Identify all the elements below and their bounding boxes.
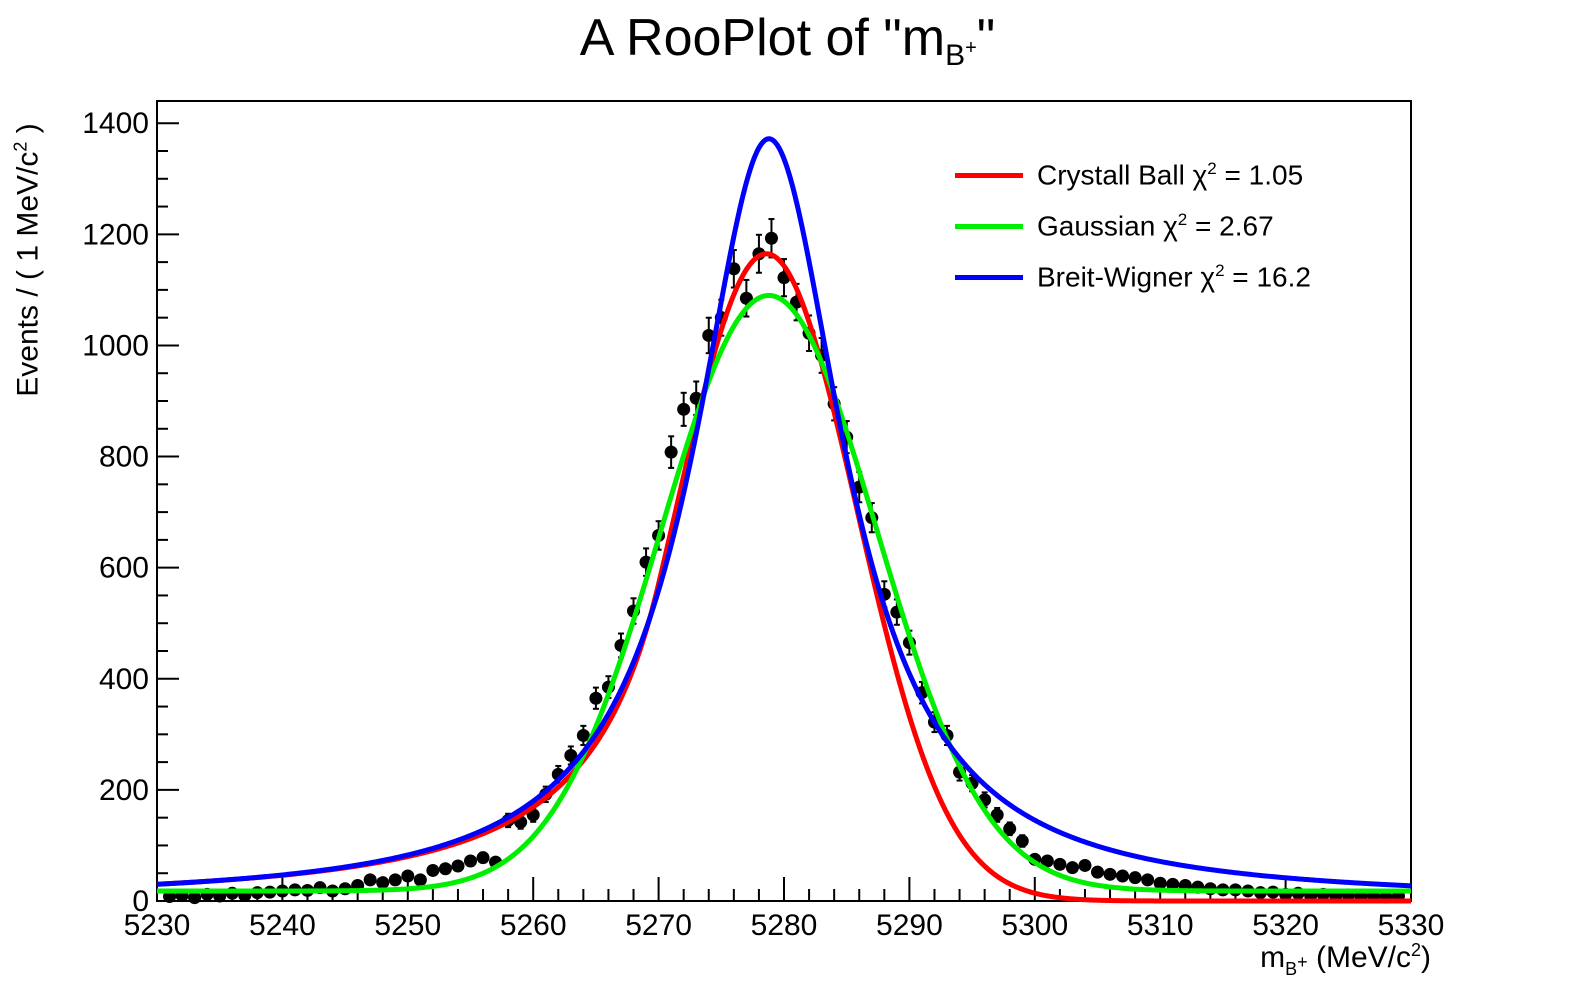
data-point [1116, 869, 1130, 883]
legend-chi2-value: = 2.67 [1187, 210, 1274, 242]
y-tick-label: 1200 [82, 218, 149, 251]
fit-curve-breitwigner [155, 136, 1413, 889]
legend-swatch-crystal-ball [955, 173, 1023, 178]
data-point [739, 291, 753, 305]
x-tick-label: 5240 [249, 909, 316, 942]
xlabel-close: ) [1421, 941, 1431, 974]
x-tick-label: 5330 [1378, 909, 1445, 942]
data-point [1040, 854, 1054, 868]
y-tick-label: 400 [99, 663, 149, 696]
data-point [1153, 876, 1167, 890]
x-axis-label: mB+ (MeV/c2) [1260, 940, 1431, 980]
y-tick-label: 1400 [82, 107, 149, 140]
data-point [388, 873, 402, 887]
data-point [1015, 834, 1029, 848]
legend-label-sup: 2 [1207, 159, 1217, 179]
y-tick-label: 800 [99, 441, 149, 474]
title-text: A RooPlot of "m [579, 9, 946, 67]
legend-label: Crystall Ball χ2 = 1.05 [1037, 159, 1303, 191]
data-point [664, 445, 678, 459]
x-tick-label: 5260 [500, 909, 567, 942]
data-point [576, 728, 590, 742]
x-tick-label: 5280 [751, 909, 818, 942]
data-point [476, 851, 490, 865]
legend-label-sup: 2 [1215, 261, 1225, 281]
y-tick-label: 600 [99, 552, 149, 585]
data-point [413, 873, 427, 887]
data-point [376, 876, 390, 890]
data-point [464, 854, 477, 868]
legend-label-text: Breit-Wigner χ [1037, 261, 1216, 293]
legend-label: Breit-Wigner χ2 = 16.2 [1037, 261, 1311, 293]
data-point [1091, 865, 1104, 879]
xlabel-unit: (MeV/c [1307, 941, 1411, 974]
data-point [401, 869, 415, 883]
legend-entry-crystal-ball: Crystall Ball χ2 = 1.05 [955, 150, 1311, 201]
data-point [1103, 867, 1117, 881]
xlabel-text: m [1260, 941, 1286, 974]
legend-label: Gaussian χ2 = 2.67 [1037, 210, 1274, 242]
fit-curve-gaussian [155, 292, 1413, 894]
data-point [438, 862, 452, 876]
title-sub-text: B [945, 39, 966, 72]
ylabel-text: Events / ( 1 MeV/c [11, 151, 45, 397]
y-axis: 0 200 400 600 800 1000 1200 1400 [82, 107, 179, 918]
data-point [363, 873, 377, 887]
legend-chi2-value: = 16.2 [1224, 261, 1311, 293]
y-axis-label: Events / ( 1 MeV/c2 ) [11, 123, 46, 396]
data-point [990, 808, 1004, 822]
data-point [1166, 877, 1180, 891]
y-tick-label: 0 [132, 885, 149, 918]
data-point [1078, 858, 1092, 872]
title-subscript: B+ [945, 37, 977, 72]
data-point [426, 863, 440, 877]
data-point [677, 402, 691, 416]
x-tick-label: 5310 [1127, 909, 1194, 942]
data-point [1053, 857, 1067, 871]
ylabel-close: ) [11, 123, 45, 142]
xlabel-sub-sup: + [1297, 952, 1308, 972]
xlabel-subscript: B+ [1285, 952, 1308, 979]
y-tick-label: 200 [99, 774, 149, 807]
legend-entry-gaussian: Gaussian χ2 = 2.67 [955, 201, 1311, 252]
title-sup-text: + [965, 37, 977, 59]
x-tick-label: 5300 [1001, 909, 1068, 942]
legend: Crystall Ball χ2 = 1.05 Gaussian χ2 = 2.… [955, 150, 1311, 303]
fit-curve-crystalball [155, 251, 1413, 904]
xlabel-unit-sup: 2 [1410, 940, 1421, 960]
data-point [1003, 822, 1017, 836]
legend-swatch-breit-wigner [955, 275, 1023, 280]
data-point [764, 231, 778, 245]
x-tick-label: 5290 [876, 909, 943, 942]
data-point [589, 691, 603, 705]
fit-curves [155, 136, 1413, 904]
x-tick-label: 5320 [1252, 909, 1319, 942]
title-close-quote: " [976, 9, 996, 67]
x-tick-label: 5230 [124, 909, 191, 942]
ylabel-sup: 2 [10, 141, 31, 152]
data-point [188, 891, 202, 905]
legend-label-text: Crystall Ball χ [1037, 159, 1208, 191]
x-tick-label: 5250 [374, 909, 441, 942]
chart-title: A RooPlot of "mB+" [0, 8, 1575, 73]
x-tick-label: 5270 [625, 909, 692, 942]
legend-swatch-gaussian [955, 224, 1023, 229]
legend-label-sup: 2 [1177, 210, 1188, 230]
xlabel-sub-text: B [1285, 959, 1298, 979]
x-axis: 5230 5240 5250 5260 5270 5280 5290 5300 5310 5320… [124, 877, 1445, 942]
data-point [1128, 871, 1142, 885]
data-point [1141, 873, 1155, 887]
data-points [163, 218, 1405, 905]
legend-entry-breit-wigner: Breit-Wigner χ2 = 16.2 [955, 252, 1311, 303]
data-point [564, 748, 578, 762]
legend-chi2-value: = 1.05 [1216, 159, 1304, 191]
y-tick-label: 1000 [82, 329, 149, 362]
legend-label-text: Gaussian χ [1037, 210, 1178, 242]
data-point [1065, 861, 1079, 875]
data-point [451, 859, 465, 873]
